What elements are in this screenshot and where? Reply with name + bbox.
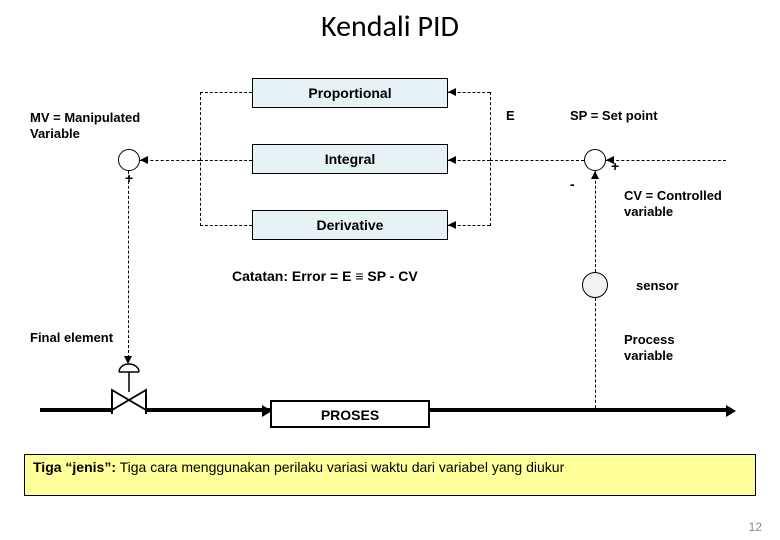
sensor-node: [582, 272, 608, 298]
out-collector-vertical: [200, 92, 201, 226]
note-rest: Tiga cara menggunakan perilaku variasi w…: [116, 459, 564, 475]
from-integral: [200, 160, 252, 161]
e-trunk: [490, 160, 584, 161]
mv-label: MV = Manipulated: [30, 110, 140, 125]
from-proportional: [200, 92, 252, 93]
derivative-block: Derivative: [252, 210, 448, 240]
catatan-text: Catatan: Error = E ≡ SP - CV: [232, 268, 418, 284]
flow-right: [430, 408, 730, 412]
cv-up: [595, 171, 596, 272]
valve-icon: [108, 362, 150, 416]
note-box: Tiga “jenis”: Tiga cara menggunakan peri…: [24, 454, 756, 496]
to-proportional-arrow: [448, 88, 456, 96]
flow-into-proses-arrow: [262, 405, 272, 417]
sensor-to-process: [595, 298, 596, 408]
minus-sign: -: [570, 176, 575, 192]
proportional-block: Proportional: [252, 78, 448, 108]
flow-left-2: [146, 408, 270, 412]
plus-sign-left: +: [125, 170, 133, 186]
page-title: Kendali PID: [0, 8, 780, 45]
flow-right-arrow: [726, 405, 736, 417]
cv-label: CV = Controlled: [624, 188, 722, 203]
cv-label2: variable: [624, 204, 673, 219]
right-summing-junction: [584, 149, 606, 171]
proses-box: PROSES: [270, 400, 430, 428]
e-label: E: [506, 108, 515, 123]
integral-block: Integral: [252, 144, 448, 174]
to-derivative-arrow: [448, 221, 456, 229]
to-left-summing: [140, 160, 200, 161]
note-bold: Tiga “jenis”:: [33, 459, 116, 475]
sp-line: [606, 160, 726, 161]
to-integral-arrow: [448, 156, 456, 164]
procvar-label: Process: [624, 332, 675, 347]
flow-left-1: [40, 408, 112, 412]
from-derivative: [200, 225, 252, 226]
sp-arrow: [606, 156, 614, 164]
to-left-summing-arrow: [140, 156, 148, 164]
mv-down: [128, 171, 129, 358]
left-summing-junction: [118, 149, 140, 171]
e-split-vertical: [490, 92, 491, 226]
cv-up-arrow: [591, 171, 599, 179]
sp-label: SP = Set point: [570, 108, 658, 123]
mv-label2: Variable: [30, 126, 80, 141]
page-number: 12: [749, 520, 762, 534]
procvar-label2: variable: [624, 348, 673, 363]
final-element-label: Final element: [30, 330, 113, 345]
sensor-label: sensor: [636, 278, 679, 293]
